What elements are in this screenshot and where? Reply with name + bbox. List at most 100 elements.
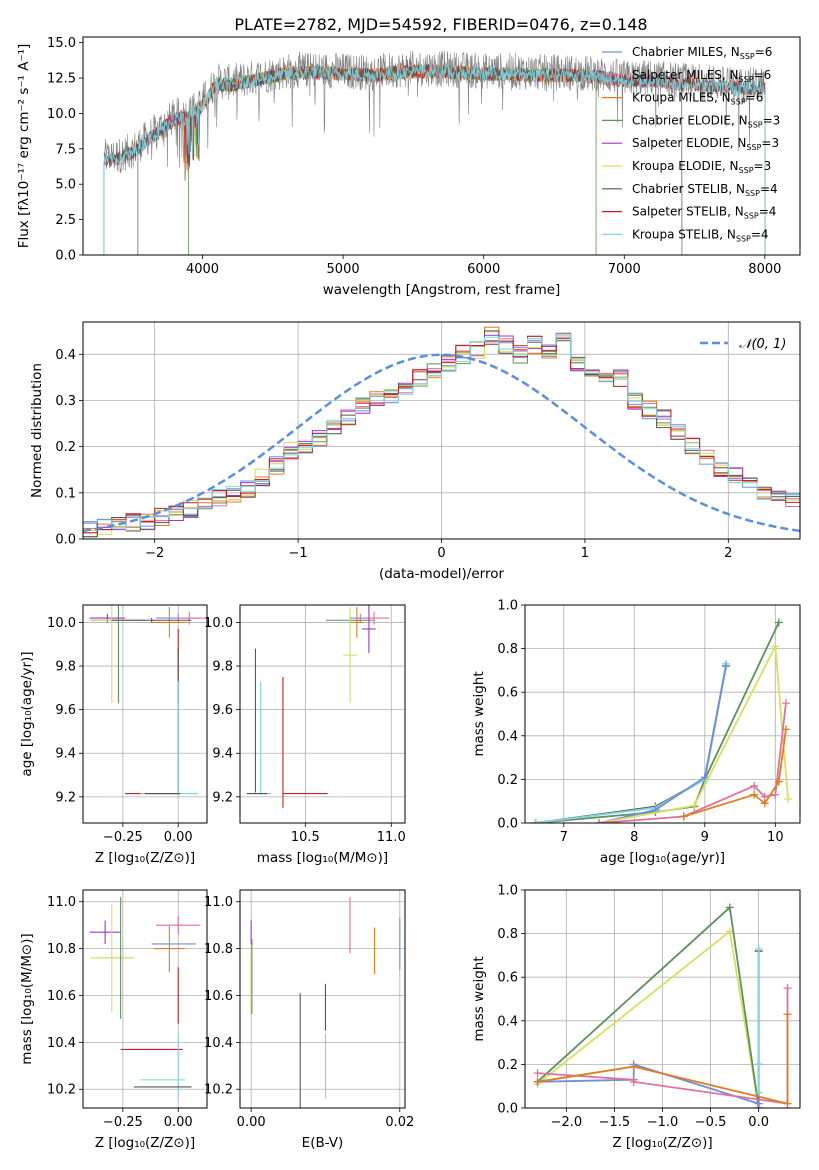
model-spectrum-kroupa-stelib [103, 63, 766, 255]
weight-marker [781, 725, 790, 734]
weight-marker [721, 662, 730, 671]
weight-line [598, 643, 789, 823]
x-axis-label: Z [log₁₀(Z/Z⊙)] [612, 1135, 712, 1151]
x-tick-label: 11.0 [377, 830, 406, 845]
weight-marker [754, 1060, 763, 1069]
x-axis-label: (data-model)/error [379, 566, 505, 582]
weight-marker [531, 819, 540, 823]
weight-line [537, 1014, 789, 1105]
y-tick-label: 10.2 [204, 1083, 233, 1098]
data-layer [103, 50, 766, 255]
x-axis-label: mass [log₁₀(M/M⊙)] [257, 850, 388, 866]
y-tick-label: 10.0 [47, 616, 76, 631]
legend-label: Chabrier ELODIE, N [632, 113, 748, 127]
y-axis-label: Flux [fλ10⁻¹⁷ erg cm⁻² s⁻¹ A⁻¹] [16, 44, 32, 249]
y-tick-label: 9.6 [212, 703, 233, 718]
model-spectrum-chabrier-elodie [188, 64, 597, 255]
x-tick-label: 4000 [186, 262, 219, 277]
weight-marker [754, 1088, 763, 1097]
legend-sub: SSP [746, 143, 761, 152]
weight-marker [771, 642, 780, 651]
x-tick-label: 7 [560, 830, 568, 845]
legend-suffix: =4 [759, 205, 777, 219]
legend: 𝒩(0, 1) [700, 337, 786, 352]
legend-entry: Salpeter STELIB, NSSP=4 [632, 205, 776, 221]
y-tick-label: 1.0 [497, 599, 518, 614]
weight-marker [784, 795, 793, 804]
axes-frame [82, 604, 208, 824]
y-tick-label: 0.3 [55, 394, 76, 409]
y-tick-label: 9.2 [212, 790, 233, 805]
legend-entry: Salpeter MILES, NSSP=6 [632, 68, 771, 84]
weight-line [598, 702, 787, 823]
panel-age_vs_Z: −0.25 0.00 9.2 9.4 9.6 9.8 10.0 Z [log₁₀(Z/Z⊙)]… [19, 604, 208, 866]
axes-frame [524, 889, 801, 1109]
weight-marker [750, 790, 759, 799]
y-tick-label: 0.1 [55, 486, 76, 501]
x-tick-label: −0.5 [695, 1115, 727, 1130]
y-tick-label: 11.0 [204, 895, 233, 910]
x-tick-label: 1 [581, 546, 589, 561]
data-layer [250, 897, 401, 1108]
y-tick-label: 0.4 [497, 729, 518, 744]
y-axis-label: mass [log₁₀(M/M⊙)] [19, 933, 35, 1064]
legend-entry: 𝒩(0, 1) [739, 337, 786, 352]
weight-marker [774, 777, 783, 786]
weight-line [535, 622, 780, 823]
x-tick-label: −2.0 [551, 1115, 583, 1130]
legend-suffix: =3 [763, 113, 781, 127]
y-tick-label: 12.5 [47, 72, 76, 87]
x-axis-label: Z [log₁₀(Z/Z⊙)] [95, 1135, 195, 1151]
legend-sub: SSP [739, 75, 754, 84]
legend-sub: SSP [740, 52, 755, 61]
y-tick-label: 0.2 [55, 440, 76, 455]
weight-marker [629, 1077, 638, 1086]
y-tick-label: 10.8 [47, 942, 76, 957]
weight-marker [754, 1099, 763, 1108]
panel-age_vs_mass: 10.5 11.0 9.2 9.4 9.6 9.8 10.0 mass [log₁₀(M/M⊙… [204, 604, 406, 866]
y-tick-label: 9.4 [55, 747, 76, 762]
y-axis-label: Normed distribution [29, 363, 45, 498]
weight-marker [783, 1099, 792, 1108]
y-tick-label: 9.8 [55, 660, 76, 675]
panel-mass_vs_Z: −0.25 0.00 10.2 10.4 10.6 10.8 11.0 Z [log₁₀(Z/… [19, 889, 208, 1151]
legend: Chabrier MILES, NSSP=6 Salpeter MILES, NS… [602, 45, 780, 243]
legend-entry: Kroupa MILES, NSSP=6 [632, 91, 763, 107]
y-tick-label: 9.4 [212, 747, 233, 762]
legend-suffix: =3 [754, 159, 772, 173]
y-tick-label: 10.6 [204, 989, 233, 1004]
y-tick-label: 10.4 [204, 1036, 233, 1051]
weight-marker [760, 799, 769, 808]
y-tick-label: 10.4 [47, 1036, 76, 1051]
weight-marker [700, 773, 709, 782]
y-tick-label: 0.0 [55, 249, 76, 264]
legend-suffix: =4 [760, 182, 778, 196]
model-spectrum-salpeter-miles [137, 64, 683, 255]
weight-marker [725, 903, 734, 912]
weight-line [683, 729, 787, 818]
panel-massweight_vs_age: 7 8 9 10 0.0 0.2 0.4 0.6 0.8 1.0 age [log₁₀(age/yr… [471, 599, 801, 866]
x-tick-label: 10 [767, 830, 784, 845]
x-tick-label: 6000 [467, 262, 500, 277]
legend-sub: SSP [731, 98, 746, 107]
x-tick-label: 2 [724, 546, 732, 561]
x-tick-label: 7000 [608, 262, 641, 277]
y-tick-label: 2.5 [55, 213, 76, 228]
axes-frame [239, 604, 406, 824]
y-tick-label: 0.8 [497, 642, 518, 657]
panel-massweight_vs_Z: −2.0 −1.5 −1.0 −0.5 0.0 0.0 0.2 0.4 0.6 0.8 1.0 Z [… [471, 884, 801, 1151]
weight-marker [533, 1069, 542, 1078]
legend-entry: Chabrier MILES, NSSP=6 [632, 45, 772, 61]
y-tick-label: 9.2 [55, 790, 76, 805]
x-tick-label: −0.25 [103, 1115, 143, 1130]
x-tick-label: −2 [145, 546, 164, 561]
legend-label: Kroupa MILES, N [632, 91, 731, 105]
data-layer [83, 326, 800, 538]
y-tick-label: 11.0 [47, 895, 76, 910]
y-tick-label: 0.2 [497, 1058, 518, 1073]
histogram-salpeter-stelib [83, 335, 800, 534]
data-layer [533, 903, 792, 1108]
y-tick-label: 0.8 [497, 927, 518, 942]
model-spectrum-kroupa-miles [137, 64, 683, 255]
